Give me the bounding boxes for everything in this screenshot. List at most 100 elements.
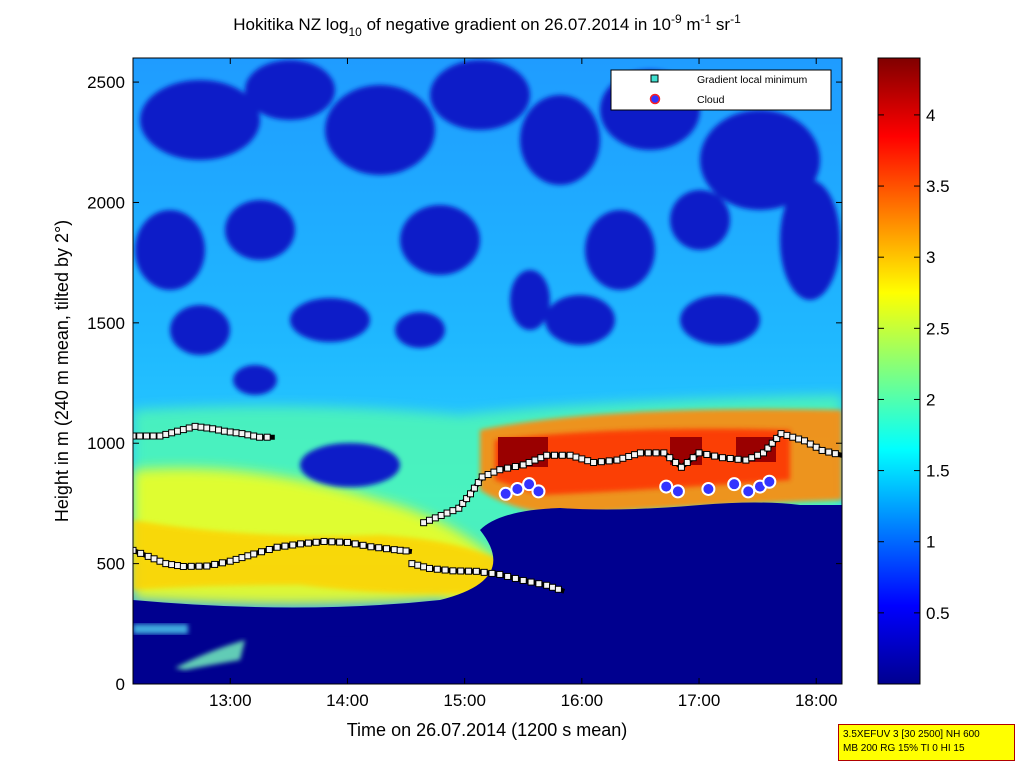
x-tick-label: 18:00 (795, 691, 838, 710)
gradient-minimum-marker (711, 452, 719, 460)
gradient-minimum-marker (304, 539, 312, 547)
gradient-minimum-marker (137, 549, 145, 557)
y-tick-label: 1500 (87, 314, 125, 333)
cloud-point (670, 484, 685, 499)
gradient-minimum-marker (490, 468, 498, 476)
yellow-layer (133, 520, 520, 594)
blob-1400 (300, 443, 400, 487)
heatmap (133, 58, 842, 684)
gradient-minimum-marker (367, 543, 375, 551)
gradient-minimum-marker (677, 463, 685, 471)
gradient-minimum-marker (133, 546, 137, 554)
cloud-point (762, 474, 777, 489)
plot-frame (132, 57, 843, 685)
y-tick-label: 500 (97, 555, 125, 574)
gradient-minimum-marker (244, 552, 252, 560)
y-axis-label: Height in m (240 m mean, tilted by 2°) (52, 220, 72, 522)
legend: Gradient local minimum Cloud (610, 69, 832, 111)
gradient-minimum-marker (425, 564, 433, 572)
gradient-minimum-marker (683, 458, 691, 466)
gradient-minimum-marker (504, 464, 512, 472)
cloud-point (741, 484, 756, 499)
gradient-minimum-marker (383, 545, 391, 553)
gradient-minimum-marker (734, 455, 742, 463)
x-axis: 13:00 14:00 15:00 16:00 17:00 18:00 (209, 58, 837, 710)
gradient-minimum-marker (390, 546, 398, 554)
gradient-minimum-marker (244, 431, 252, 439)
gradient-minimum-marker (459, 499, 467, 507)
gradient-minimum-marker (825, 448, 833, 456)
info-box: 3.5XEFUV 3 [30 2500] NH 600 MB 200 RG 15… (838, 724, 1015, 761)
gradient-minimum-marker (168, 561, 176, 569)
x-tick-label: 16:00 (561, 691, 604, 710)
x-tick-label: 15:00 (443, 691, 486, 710)
gradient-minimum-marker (457, 567, 465, 575)
chart-title: Hokitika NZ log10 of negative gradient o… (233, 12, 741, 39)
gradient-minimum-marker (689, 454, 697, 462)
gradient-minimum-marker (150, 555, 158, 563)
gradient-minimum-marker (179, 426, 187, 434)
legend-box (610, 69, 832, 111)
gradient-minimum-marker (644, 449, 652, 457)
colorbar-gradient (877, 57, 921, 685)
gradient-minimum-marker (402, 547, 410, 555)
colorbar-tick-label: 1 (926, 533, 935, 552)
gradient-minimum-marker (800, 437, 808, 445)
cloud-point (659, 479, 674, 494)
cloud-point (701, 481, 716, 496)
gradient-minimum-marker (549, 583, 557, 591)
gradient-minimum-marker (218, 559, 226, 567)
gradient-minimum-marker (535, 580, 543, 588)
x-axis-label: Time on 26.07.2014 (1200 s mean) (347, 720, 628, 740)
gradient-minimum-marker (336, 538, 344, 546)
gradient-minimum-marker (789, 433, 797, 441)
gradient-minimum-marker (519, 461, 527, 469)
gradient-minimum-marker (226, 557, 234, 565)
colorbar-tick-label: 0.5 (926, 604, 950, 623)
gradient-minimum-marker (149, 432, 157, 440)
gradient-minimum-marker (433, 565, 441, 573)
gradient-minimum-marker (525, 458, 533, 466)
gradient-minimum-marker (484, 471, 492, 479)
gradient-minimum-marker (773, 434, 781, 442)
gradient-minimum-marker (605, 457, 613, 465)
y-tick-label: 2000 (87, 193, 125, 212)
colorbar: 0.5 1 1.5 2 2.5 3 3.5 4 (877, 57, 950, 685)
gradient-minimum-marker (431, 514, 439, 522)
gradient-minimum-marker (590, 458, 598, 466)
gradient-minimum-marker (777, 430, 785, 438)
legend-circle-marker (649, 93, 661, 105)
gradient-minimum-marker (144, 552, 152, 560)
gradient-minimum-marker (467, 490, 475, 498)
gradient-minimum-marker (504, 572, 512, 580)
colorbar-tick-label: 3.5 (926, 177, 950, 196)
gradient-minimum-marker (238, 554, 246, 562)
gradient-minimum-marker (818, 446, 826, 454)
y-tick-label: 0 (116, 675, 125, 694)
gradient-minimum-marker (191, 422, 199, 430)
gradient-minimum-marker (250, 550, 258, 558)
gradient-minimum-marker (748, 454, 756, 462)
gradient-minimum-series (133, 422, 842, 594)
gradient-minimum-marker (437, 511, 445, 519)
gradient-minimum-marker (754, 451, 762, 459)
gradient-minimum-marker (511, 574, 519, 582)
gradient-minimum-marker (558, 451, 566, 459)
gradient-minimum-marker (203, 424, 211, 432)
gradient-minimum-marker (187, 562, 195, 570)
gradient-minimum-marker (250, 432, 258, 440)
gradient-minimum-marker (232, 429, 240, 437)
gradient-minimum-marker (695, 449, 703, 457)
colorbar-tick-label: 2 (926, 390, 935, 409)
gradient-minimum-marker (420, 563, 428, 571)
low-region-2 (133, 620, 842, 684)
gradient-minimum-marker (443, 509, 451, 517)
gradient-minimum-marker (660, 449, 668, 457)
gradient-minimum-marker (226, 428, 234, 436)
gradient-minimum-marker (496, 570, 504, 578)
surface-streak (175, 640, 245, 670)
gradient-minimum-marker (195, 562, 203, 570)
gradient-minimum-marker (420, 519, 428, 527)
gradient-minimum-marker (527, 578, 535, 586)
gradient-minimum-marker (156, 557, 164, 565)
